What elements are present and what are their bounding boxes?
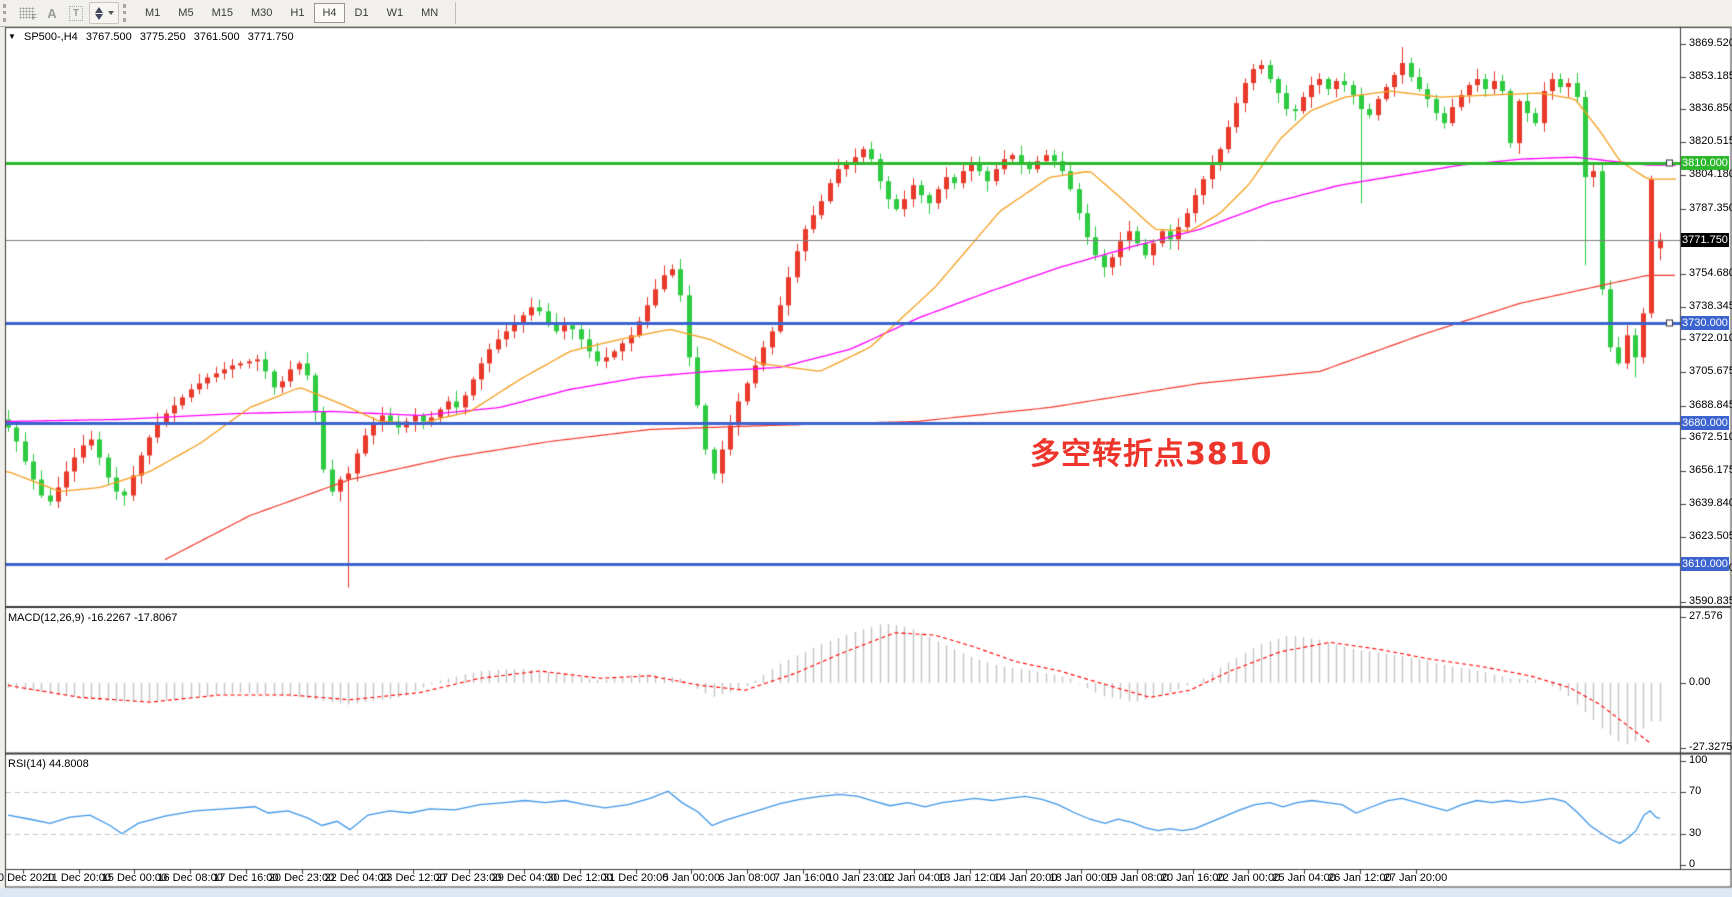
time-axis-label: 30 Dec 12:00 bbox=[547, 872, 613, 884]
price-tick-label: 3672.510 bbox=[1689, 431, 1732, 444]
price-tag-3771.750[interactable]: 3771.750 bbox=[1681, 232, 1729, 247]
style-dropdown-button[interactable] bbox=[89, 2, 119, 24]
time-axis-label: 25 Jan 04:00 bbox=[1272, 872, 1336, 884]
time-axis-label: 19 Jan 08:00 bbox=[1105, 872, 1169, 884]
symbol-dropdown-icon[interactable]: ▼ bbox=[8, 32, 16, 41]
price-tick-label: 3705.675 bbox=[1689, 365, 1732, 378]
price-tick-label: 3688.845 bbox=[1689, 398, 1732, 411]
tf-button-H4[interactable]: H4 bbox=[314, 3, 345, 23]
time-axis-label: 17 Dec 16:00 bbox=[213, 872, 279, 884]
time-axis-label: 12 Jan 04:00 bbox=[882, 872, 946, 884]
time-axis-label: 6 Jan 08:00 bbox=[718, 872, 776, 884]
time-axis-label: 20 Dec 23:00 bbox=[268, 872, 335, 884]
rsi-scale-label: 70 bbox=[1689, 785, 1702, 798]
price-tick-label: 3722.010 bbox=[1689, 332, 1732, 345]
rsi-scale-label: 30 bbox=[1689, 826, 1702, 839]
time-axis-label: 20 Jan 16:00 bbox=[1160, 872, 1225, 884]
time-axis-label: 10 Jan 23:00 bbox=[826, 872, 891, 884]
time-axis-label: 16 Dec 08:00 bbox=[157, 872, 223, 884]
rsi-indicator-label: RSI(14) 44.8008 bbox=[8, 758, 89, 770]
time-axis-label: 26 Jan 12:00 bbox=[1327, 872, 1392, 884]
time-axis-label: 15 Dec 00:00 bbox=[101, 872, 168, 884]
price-tick-label: 3754.680 bbox=[1689, 266, 1732, 279]
timeframe-group: M1 M5 M15 M30 H1 H4 D1 W1 MN bbox=[136, 0, 447, 26]
price-tag-3810.000[interactable]: 3810.000 bbox=[1681, 156, 1729, 171]
font-button[interactable]: A bbox=[41, 3, 63, 23]
price-tag-3730.000[interactable]: 3730.000 bbox=[1681, 316, 1729, 331]
tf-button-M1[interactable]: M1 bbox=[145, 7, 161, 19]
price-tick-label: 3738.345 bbox=[1689, 299, 1732, 312]
toolbar-separator bbox=[455, 2, 457, 24]
time-axis-label: 5 Jan 00:00 bbox=[662, 872, 721, 884]
rsi-scale-label: 0 bbox=[1689, 858, 1696, 870]
time-axis-label: 18 Jan 00:00 bbox=[1049, 872, 1114, 884]
tf-button-D1[interactable]: D1 bbox=[354, 7, 369, 19]
time-axis-label: 22 Jan 00:00 bbox=[1216, 872, 1281, 884]
price-tick-label: 3623.505 bbox=[1689, 529, 1732, 542]
price-tick-label: 3787.350 bbox=[1689, 201, 1732, 214]
time-axis-label: 11 Dec 20:00 bbox=[46, 872, 111, 884]
time-axis-label: 10 Dec 2020 bbox=[0, 872, 55, 884]
price-tick-label: 3820.515 bbox=[1689, 135, 1732, 148]
time-axis-label: 29 Dec 04:00 bbox=[491, 872, 558, 884]
price-tick-label: 3804.180 bbox=[1689, 167, 1732, 180]
ohlc-open: 3767.500 bbox=[85, 31, 132, 43]
tf-button-M30[interactable]: M30 bbox=[250, 7, 273, 19]
price-tick-label: 3836.850 bbox=[1689, 102, 1732, 115]
sort-arrows-icon bbox=[94, 6, 103, 20]
toolbar-drag-handle[interactable] bbox=[3, 4, 10, 22]
price-tick-label: 3853.185 bbox=[1689, 69, 1732, 82]
dropdown-caret-icon bbox=[107, 11, 114, 15]
tf-button-MN[interactable]: MN bbox=[421, 7, 439, 19]
time-axis-label: 13 Jan 12:00 bbox=[938, 872, 1002, 884]
rsi-scale-label: 100 bbox=[1689, 754, 1708, 766]
price-tick-label: 3656.175 bbox=[1689, 464, 1732, 477]
chart-grid-button[interactable]: F bbox=[17, 3, 39, 23]
price-tag-3680.000[interactable]: 3680.000 bbox=[1681, 416, 1729, 431]
macd-scale-label: -27.3275 bbox=[1689, 741, 1732, 754]
letter-t-icon: T bbox=[68, 5, 84, 21]
tf-button-H1[interactable]: H1 bbox=[290, 7, 305, 19]
price-tick-label: 3869.520 bbox=[1689, 36, 1732, 49]
macd-scale-label: 27.576 bbox=[1689, 609, 1723, 622]
grid-icon bbox=[19, 7, 36, 19]
letter-a-icon: A bbox=[47, 5, 57, 21]
ohlc-high: 3775.250 bbox=[139, 31, 186, 43]
chart-annotation-text: 多空转折点3810 bbox=[1030, 437, 1273, 472]
tf-button-W1[interactable]: W1 bbox=[386, 7, 404, 19]
price-tick-label: 3590.835 bbox=[1689, 594, 1732, 607]
symbol-title: SP500-,H4 bbox=[23, 31, 78, 43]
price-tick-label: 3639.840 bbox=[1689, 496, 1732, 509]
time-axis-label: 27 Jan 20:00 bbox=[1383, 872, 1448, 884]
time-axis-label: 31 Dec 20:00 bbox=[602, 872, 669, 884]
grid-f-label: F bbox=[32, 12, 37, 22]
time-axis-label: 14 Jan 20:00 bbox=[993, 872, 1058, 884]
toolbar: F A T M1 M5 M15 M30 H1 H4 D1 W1 MN bbox=[0, 0, 1732, 27]
chart-header[interactable]: ▼ SP500-,H4 3767.500 3775.250 3761.500 3… bbox=[8, 31, 299, 43]
time-axis-label: 7 Jan 16:00 bbox=[774, 872, 832, 884]
tf-button-M5[interactable]: M5 bbox=[178, 7, 194, 19]
ohlc-low: 3761.500 bbox=[193, 31, 240, 43]
time-axis-label: 27 Dec 23:00 bbox=[435, 872, 502, 884]
time-axis-label: 22 Dec 04:00 bbox=[324, 872, 390, 884]
toolbar-drag-handle2[interactable] bbox=[123, 4, 130, 22]
time-axis-label: 23 Dec 12:00 bbox=[380, 872, 446, 884]
ohlc-close: 3771.750 bbox=[247, 31, 294, 43]
price-tag-3610.000[interactable]: 3610.000 bbox=[1681, 556, 1729, 571]
macd-indicator-label: MACD(12,26,9) -16.2267 -17.8067 bbox=[8, 612, 178, 624]
tf-button-M15[interactable]: M15 bbox=[211, 7, 233, 19]
macd-scale-label: 0.00 bbox=[1689, 676, 1711, 688]
text-label-button[interactable]: T bbox=[65, 3, 87, 23]
